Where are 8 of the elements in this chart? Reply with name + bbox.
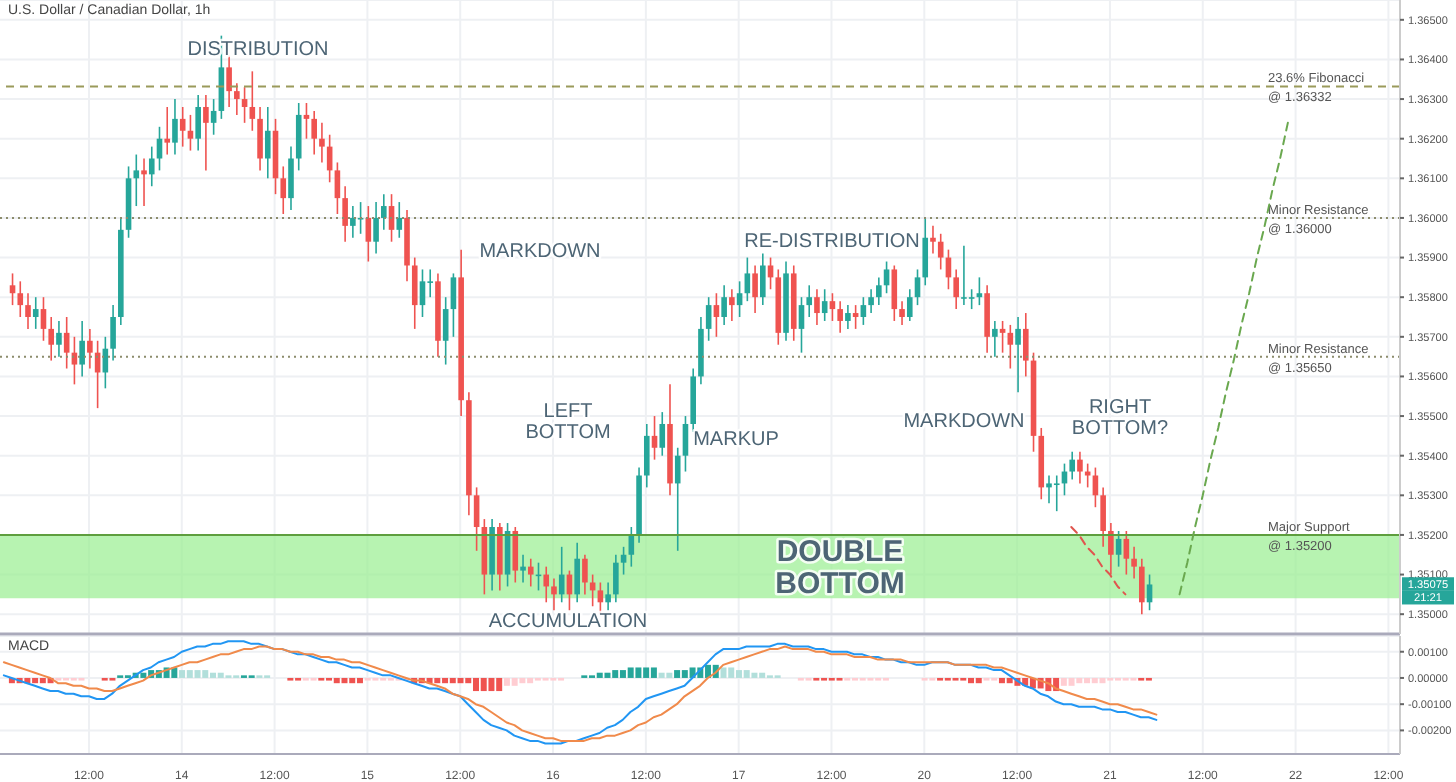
annotation: MARKDOWN — [479, 241, 601, 263]
band-label: DOUBLE BOTTOM — [775, 535, 905, 601]
annotation: MARKUP — [693, 429, 780, 451]
annotation: LEFT BOTTOM — [525, 400, 611, 444]
annotation: ACCUMULATION — [488, 611, 648, 633]
annotation: RE-DISTRIBUTION — [744, 231, 920, 253]
annotation: MARKDOWN — [903, 411, 1025, 433]
annotation: RIGHT BOTTOM? — [1071, 396, 1170, 440]
